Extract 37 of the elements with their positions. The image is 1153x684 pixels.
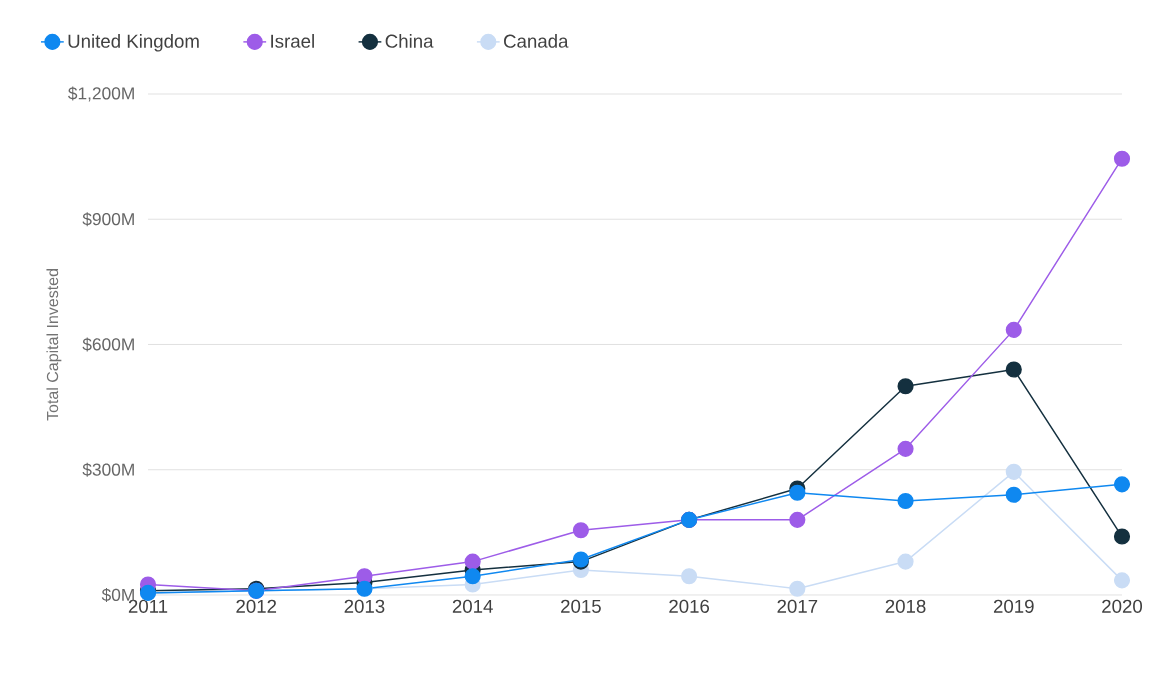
x-tick-label: 2019 <box>993 599 1034 613</box>
y-tick-label: $300M <box>82 462 134 477</box>
legend-label: Israel <box>271 34 314 48</box>
point <box>464 553 481 570</box>
point <box>464 568 481 585</box>
x-tick-label: 2020 <box>1102 599 1143 613</box>
legend-label: China <box>385 34 434 48</box>
point <box>1113 528 1131 545</box>
point <box>789 484 806 501</box>
y-tick-label: $900M <box>82 212 134 227</box>
point <box>1113 572 1131 589</box>
point <box>1005 321 1022 338</box>
x-tick-label: 2016 <box>669 599 710 613</box>
y-tick-label: $1,200M <box>68 86 134 102</box>
point <box>789 511 806 528</box>
x-tick-label: 2012 <box>236 599 277 613</box>
point <box>897 378 914 395</box>
point <box>681 568 698 585</box>
point <box>897 492 914 510</box>
x-tick-label: 2014 <box>452 599 493 613</box>
point <box>897 440 914 457</box>
x-tick-label: 2013 <box>344 599 385 613</box>
x-tick-label: 2017 <box>777 599 818 613</box>
point <box>897 553 914 570</box>
point <box>1005 486 1022 503</box>
point <box>789 580 806 597</box>
legend-label: United Kingdom <box>68 34 199 52</box>
y-axis-title: Total Capital Invested <box>46 269 62 421</box>
y-tick-label: $600M <box>82 337 134 352</box>
point <box>1113 150 1131 167</box>
point <box>1113 476 1131 493</box>
x-tick-label: 2018 <box>885 599 926 613</box>
x-tick-label: 2015 <box>561 599 601 613</box>
point <box>1005 463 1022 480</box>
legend-label: Canada <box>504 34 569 48</box>
point <box>572 522 589 539</box>
point <box>1005 361 1022 378</box>
